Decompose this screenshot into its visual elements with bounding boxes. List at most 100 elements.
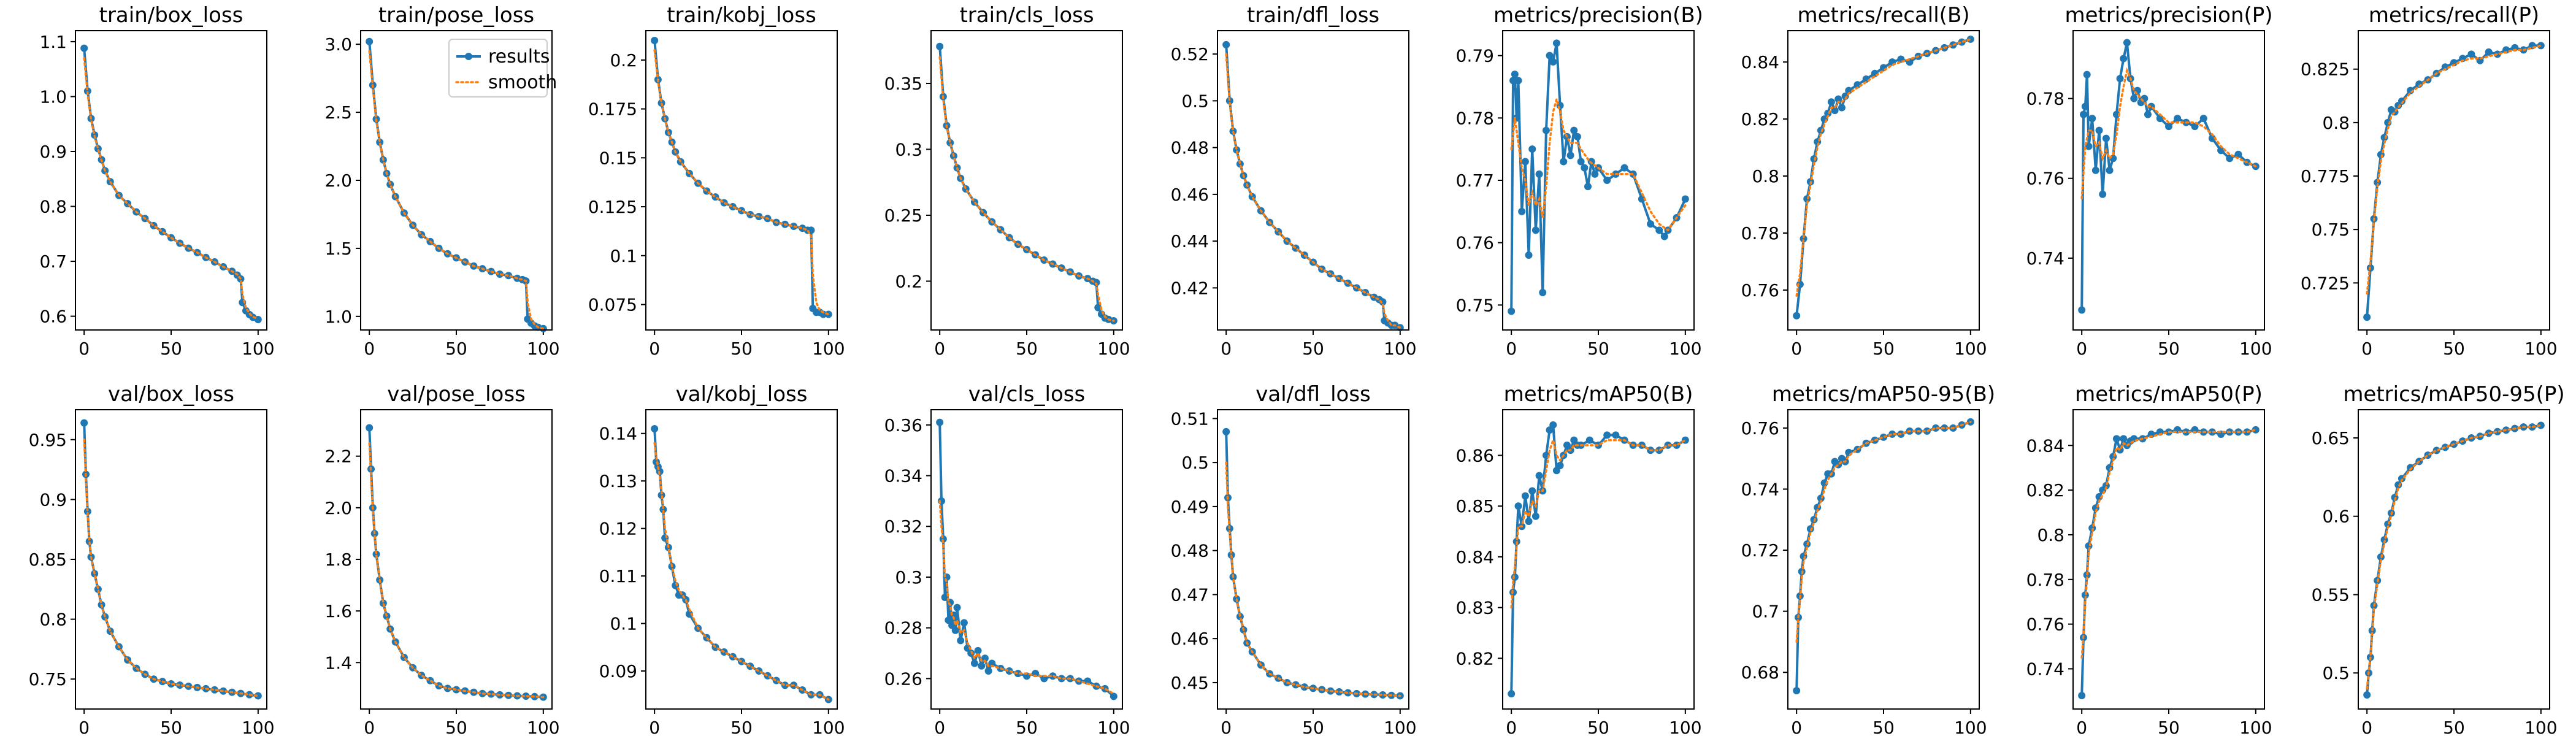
- y-tick-label: 0.2: [610, 50, 637, 71]
- data-point: [366, 424, 374, 432]
- data-point: [1236, 160, 1244, 168]
- data-point: [372, 550, 380, 558]
- y-tick-label: 0.14: [599, 424, 637, 444]
- data-point: [2398, 98, 2405, 105]
- data-point: [1638, 195, 1646, 203]
- y-tick-label: 0.175: [588, 99, 637, 120]
- x-tick-label: 50: [1302, 339, 1324, 359]
- y-tick-label: 0.5: [2322, 663, 2350, 683]
- data-point: [953, 604, 961, 611]
- y-tick-label: 0.42: [1171, 278, 1209, 298]
- y-tick-label: 0.82: [2026, 480, 2064, 500]
- plot-frame: [75, 30, 267, 331]
- y-tick-label: 0.46: [1171, 185, 1209, 205]
- series-line-results: [2366, 424, 2542, 696]
- y-tick-label: 0.55: [2312, 585, 2350, 605]
- data-point: [1880, 433, 1887, 441]
- data-point: [1620, 164, 1628, 172]
- data-point: [2116, 75, 2124, 83]
- y-tick-label: 1.8: [324, 550, 352, 570]
- series-line-smooth: [368, 50, 545, 330]
- x-tick-label: 0: [1221, 339, 1232, 359]
- x-tick-label: 0: [2361, 718, 2372, 736]
- plot-frame: [1217, 409, 1409, 710]
- y-tick-label: 0.09: [599, 661, 637, 681]
- chart-panel: train/pose_loss 1.0 1.5 2.0 2.5 3.0 0 50 100 resu…: [324, 3, 559, 359]
- y-tick-label: 0.46: [1171, 629, 1209, 649]
- data-point: [2493, 427, 2501, 435]
- data-point: [1834, 95, 1842, 103]
- x-tick-label: 100: [1097, 339, 1130, 359]
- y-tick-label: 0.36: [884, 415, 922, 435]
- data-point: [376, 138, 384, 146]
- plot-frame: [2358, 409, 2550, 710]
- data-point: [2156, 115, 2164, 123]
- data-point: [657, 491, 665, 499]
- chart-panel: metrics/mAP50(B) 0.82 0.83 0.84 0.85 0.86 0 50 1…: [1456, 382, 1702, 736]
- chart-panel: metrics/recall(B) 0.76 0.78 0.8 0.82 0.84 0 50 1…: [1741, 3, 1987, 359]
- y-tick-label: 0.44: [1171, 231, 1209, 251]
- x-tick-label: 100: [2239, 718, 2272, 736]
- data-point: [2088, 115, 2096, 123]
- y-tick-label: 0.9: [39, 489, 67, 510]
- data-point: [1233, 146, 1241, 154]
- series-line-smooth: [2080, 429, 2257, 659]
- x-tick-label: 0: [364, 339, 375, 359]
- chart-title: train/dfl_loss: [1247, 3, 1379, 28]
- data-point: [978, 662, 986, 670]
- y-tick-label: 0.5: [1181, 453, 1209, 473]
- y-tick-label: 0.11: [599, 566, 637, 586]
- data-point: [970, 659, 978, 667]
- legend-label-smooth: smooth: [488, 72, 557, 93]
- y-tick-label: 0.8: [2037, 525, 2064, 545]
- data-point: [2199, 115, 2207, 123]
- data-point: [496, 270, 504, 278]
- chart-panel: metrics/recall(P) 0.725 0.75 0.775 0.8 0.825 0…: [2301, 3, 2558, 359]
- y-tick-label: 0.3: [895, 139, 922, 159]
- y-tick-label: 0.75: [2312, 220, 2350, 240]
- data-point: [2363, 313, 2371, 321]
- y-tick-label: 0.84: [1741, 52, 1779, 72]
- chart-panel: metrics/precision(P) 0.74 0.76 0.78 0 50 100: [2026, 3, 2273, 359]
- plot-frame: [645, 30, 838, 331]
- x-tick-label: 0: [2076, 339, 2087, 359]
- data-point: [1014, 670, 1022, 678]
- x-tick-label: 0: [1791, 339, 1802, 359]
- y-tick-label: 0.075: [588, 295, 637, 315]
- data-point: [2363, 691, 2371, 699]
- x-tick-label: 50: [1873, 339, 1895, 359]
- data-point: [1509, 77, 1517, 85]
- data-point: [2106, 166, 2114, 174]
- chart-panel: train/dfl_loss 0.42 0.44 0.46 0.48 0.5 0.52 0 50…: [1171, 3, 1417, 359]
- series-line-results: [1225, 431, 1400, 697]
- y-tick-label: 0.78: [1456, 108, 1494, 128]
- y-tick-label: 1.5: [324, 239, 352, 259]
- y-tick-label: 0.1: [610, 246, 637, 266]
- data-point: [2123, 39, 2131, 47]
- y-tick-label: 0.82: [1456, 648, 1494, 669]
- plot-frame: [1502, 30, 1695, 331]
- data-point: [1535, 472, 1543, 480]
- y-tick-label: 0.45: [1171, 673, 1209, 693]
- y-tick-label: 0.125: [588, 197, 637, 217]
- x-tick-label: 50: [160, 718, 182, 736]
- y-tick-label: 0.7: [39, 251, 67, 272]
- y-tick-label: 0.79: [1456, 46, 1494, 66]
- data-point: [2144, 110, 2152, 118]
- y-tick-label: 0.84: [2026, 435, 2064, 456]
- x-tick-label: 0: [2076, 718, 2087, 736]
- data-point: [1603, 431, 1611, 439]
- data-point: [1556, 461, 1564, 469]
- series-line-smooth: [1510, 436, 1687, 609]
- data-point: [379, 599, 387, 607]
- data-point: [2095, 126, 2103, 134]
- data-point: [2102, 134, 2110, 142]
- data-point: [2130, 94, 2138, 102]
- y-tick-label: 0.48: [1171, 138, 1209, 158]
- chart-title: metrics/mAP50-95(P): [2343, 382, 2564, 407]
- data-point: [487, 690, 495, 698]
- data-point: [1525, 251, 1533, 259]
- data-point: [1552, 39, 1560, 47]
- data-point: [1511, 573, 1519, 581]
- data-point: [1110, 692, 1117, 700]
